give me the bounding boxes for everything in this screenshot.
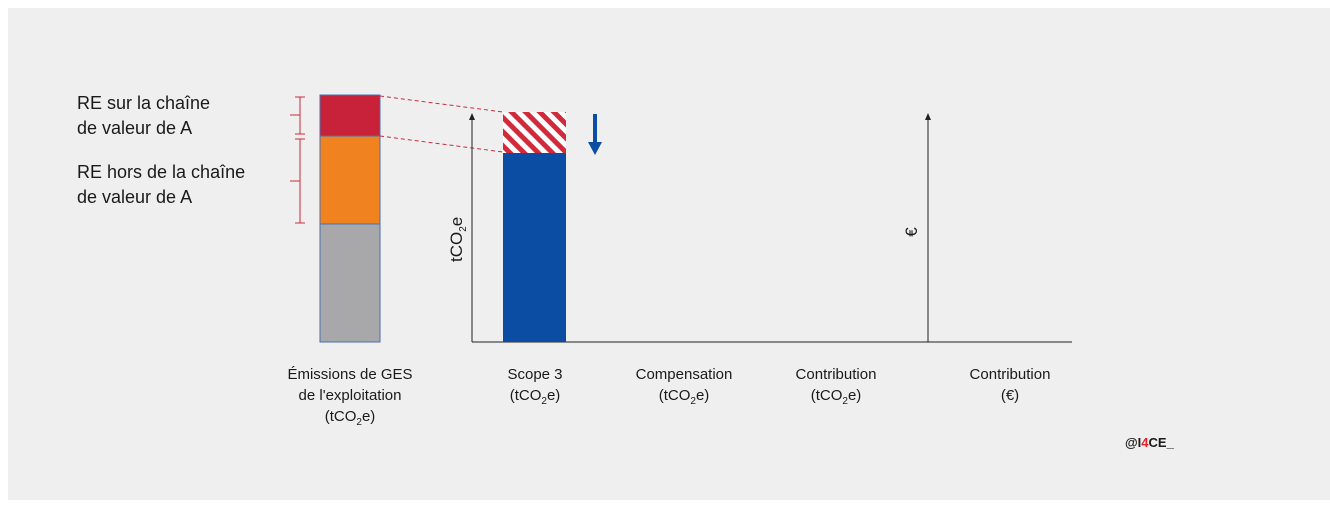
category-contribution-eur-line2: (€): [1001, 387, 1019, 404]
category-label-emissions: Émissions de GES de l'exploitation (tCO2…: [287, 366, 412, 428]
emissions-stacked-bar: [319, 94, 381, 343]
category-contribution-tco2e-line1: Contribution: [796, 366, 877, 383]
bracket-upper-label-line2: de valeur de A: [77, 118, 192, 138]
bracket-lower-label-line1: RE hors de la chaîne: [77, 162, 245, 182]
right-axis-title: €: [902, 227, 921, 237]
bar-segment-autres: [319, 223, 381, 343]
main-axes: [471, 118, 1072, 343]
category-label-compensation: Compensation (tCO2e): [636, 366, 733, 407]
bracket-lower: [290, 138, 305, 224]
right-axis-arrowhead: [925, 113, 931, 120]
category-scope3-line2: (tCO2e): [510, 387, 561, 407]
left-axis-title: tCO2e: [447, 217, 469, 262]
category-label-contribution-tco2e: Contribution (tCO2e): [796, 366, 877, 407]
category-label-scope3: Scope 3 (tCO2e): [507, 366, 562, 407]
category-compensation-line1: Compensation: [636, 366, 733, 383]
category-label-contribution-eur: Contribution (€): [970, 366, 1051, 404]
bar-segment-re-sur-chaine: [319, 94, 381, 137]
category-emissions-line1: Émissions de GES: [287, 366, 412, 383]
category-emissions-line3: (tCO2e): [325, 408, 376, 428]
left-axis-arrowhead: [469, 113, 475, 120]
category-contribution-eur-line1: Contribution: [970, 366, 1051, 383]
category-compensation-line2: (tCO2e): [659, 387, 710, 407]
category-contribution-tco2e-line2: (tCO2e): [811, 387, 862, 407]
bracket-upper: [290, 96, 305, 135]
scope3-hatched-segment: [503, 112, 566, 153]
bracket-lower-label-line2: de valeur de A: [77, 187, 192, 207]
bar-segment-re-hors-chaine: [319, 135, 381, 225]
reduction-arrow: [588, 114, 602, 155]
category-emissions-line2: de l'exploitation: [299, 387, 402, 404]
scope3-blue-segment: [503, 153, 566, 342]
category-scope3-line1: Scope 3: [507, 366, 562, 383]
figure-panel: [8, 8, 1330, 500]
credit-label: @I4CE_: [1125, 435, 1175, 450]
scope3-bar: [503, 112, 566, 342]
connector-top: [379, 95, 504, 113]
connector-bottom: [379, 135, 504, 153]
bracket-upper-label-line1: RE sur la chaîne: [77, 93, 210, 113]
